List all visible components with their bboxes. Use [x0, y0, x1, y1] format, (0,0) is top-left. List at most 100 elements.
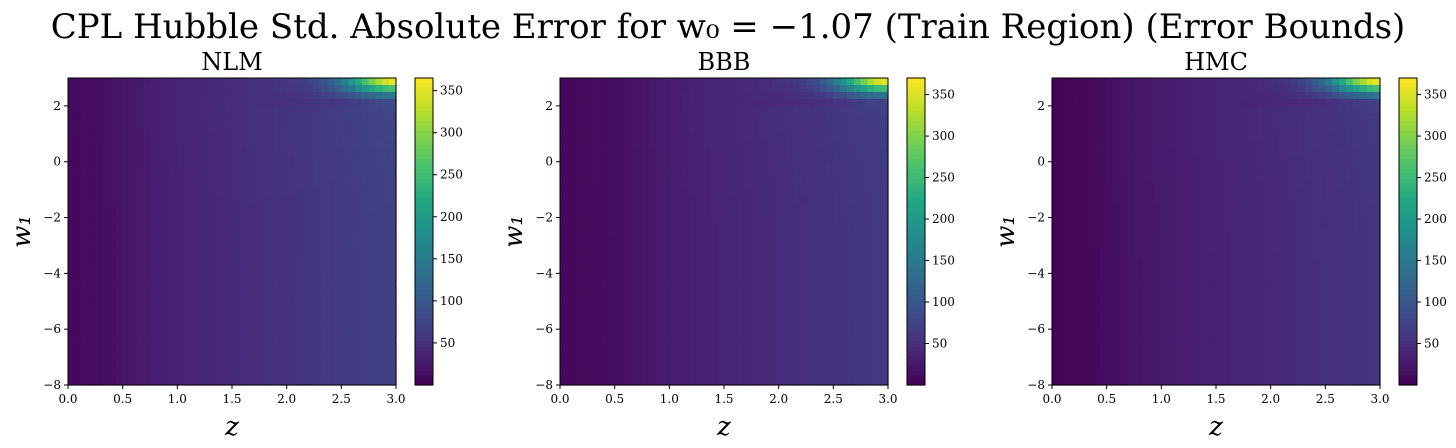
heatmap-cell [225, 350, 233, 358]
heatmap-cell [1072, 182, 1080, 191]
heatmap-cell [327, 336, 336, 344]
heatmap-cell [286, 238, 295, 247]
heatmap-cell [150, 168, 158, 177]
heatmap-cell [1079, 273, 1087, 281]
heatmap-cell [1099, 203, 1108, 212]
heatmap-cell [129, 196, 137, 205]
heatmap-cell [74, 350, 83, 358]
heatmap-cell [74, 357, 83, 365]
heatmap-cell [566, 231, 575, 240]
heatmap-cell [778, 84, 787, 93]
heatmap-cell [717, 357, 725, 365]
heatmap-cell [758, 350, 766, 358]
heatmap-cell [730, 126, 739, 135]
heatmap-cell [847, 154, 855, 163]
heatmap-cell [286, 210, 295, 219]
heatmap-cell [273, 238, 281, 247]
heatmap-cell [211, 259, 219, 267]
heatmap-cell [115, 105, 124, 114]
heatmap-cell [730, 112, 739, 121]
heatmap-cell [232, 350, 240, 358]
heatmap-cell [874, 273, 882, 281]
heatmap-cell [840, 133, 848, 142]
heatmap-cell [150, 182, 158, 191]
heatmap-cell [744, 126, 752, 135]
heatmap-cell [197, 175, 206, 184]
heatmap-cell [286, 315, 295, 323]
heatmap-cell [136, 126, 144, 135]
heatmap-cell [136, 301, 144, 309]
heatmap-cell [1052, 378, 1060, 386]
heatmap-cell [170, 238, 178, 247]
heatmap-cell [389, 266, 397, 274]
heatmap-cell [143, 112, 151, 121]
heatmap-cell [341, 336, 349, 344]
heatmap-cell [607, 266, 616, 274]
heatmap-cell [136, 231, 144, 240]
heatmap-cell [635, 210, 643, 219]
heatmap-cell [655, 78, 664, 86]
heatmap-cell [806, 112, 814, 121]
heatmap-cell [300, 308, 308, 316]
heatmap-cell [594, 203, 602, 212]
heatmap-cell [320, 84, 329, 93]
heatmap-cell [197, 336, 206, 344]
heatmap-cell [744, 259, 752, 267]
heatmap-cell [696, 266, 705, 274]
heatmap-cell [238, 350, 247, 358]
heatmap-cell [1093, 294, 1101, 302]
heatmap-cell [286, 168, 295, 177]
heatmap-cell [819, 378, 828, 386]
heatmap-cell [279, 91, 288, 100]
heatmap-cell [1127, 161, 1135, 170]
heatmap-cell [560, 329, 568, 337]
heatmap-cell [765, 224, 773, 233]
heatmap-cell [218, 161, 226, 170]
heatmap-cell [245, 154, 254, 163]
heatmap-cell [300, 196, 308, 205]
heatmap-cell [68, 119, 76, 128]
heatmap-cell [361, 252, 370, 261]
heatmap-cell [279, 294, 288, 302]
heatmap-cell [238, 322, 247, 330]
heatmap-cell [792, 189, 800, 198]
heatmap-cell [286, 112, 295, 121]
heatmap-cell [860, 105, 869, 114]
heatmap-cell [635, 112, 643, 121]
heatmap-cell [143, 287, 151, 295]
heatmap-cell [1106, 252, 1115, 261]
heatmap-cell [211, 357, 219, 365]
heatmap-cell [573, 84, 582, 93]
heatmap-cell [361, 336, 370, 344]
heatmap-cell [300, 203, 308, 212]
heatmap-cell [143, 357, 151, 365]
heatmap-cell [156, 322, 165, 330]
heatmap-cell [874, 119, 882, 128]
heatmap-cell [211, 378, 219, 386]
heatmap-cell [717, 154, 725, 163]
heatmap-cell [860, 189, 869, 198]
heatmap-cell [1052, 154, 1060, 163]
heatmap-cell [621, 259, 629, 267]
heatmap-cell [771, 273, 780, 281]
heatmap-cell [307, 364, 315, 372]
heatmap-cell [1127, 217, 1135, 226]
heatmap-cell [81, 308, 90, 316]
heatmap-cell [874, 329, 882, 337]
heatmap-cell [812, 84, 821, 93]
heatmap-cell [156, 252, 165, 261]
heatmap-cell [382, 245, 390, 254]
heatmap-cell [751, 210, 759, 219]
heatmap-cell [860, 294, 869, 302]
heatmap-cell [74, 78, 83, 86]
heatmap-cell [327, 343, 336, 351]
heatmap-cell [1065, 308, 1074, 316]
heatmap-cell [109, 329, 117, 337]
heatmap-cell [102, 273, 110, 281]
heatmap-cell [218, 175, 226, 184]
heatmap-cell [300, 224, 308, 233]
heatmap-cell [607, 126, 616, 135]
heatmap-cell [724, 301, 732, 309]
heatmap-cell [375, 98, 383, 107]
